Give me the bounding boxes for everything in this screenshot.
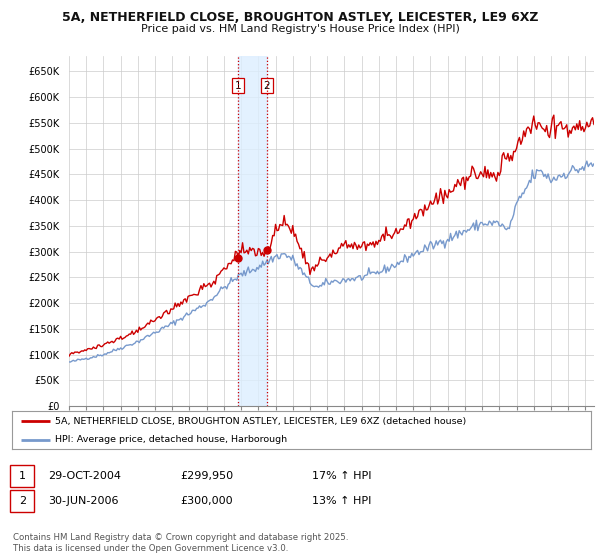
Text: 1: 1 [235,81,242,91]
Text: 1: 1 [19,471,26,481]
Text: 13% ↑ HPI: 13% ↑ HPI [312,496,371,506]
Text: 17% ↑ HPI: 17% ↑ HPI [312,471,371,481]
Text: 5A, NETHERFIELD CLOSE, BROUGHTON ASTLEY, LEICESTER, LE9 6XZ (detached house): 5A, NETHERFIELD CLOSE, BROUGHTON ASTLEY,… [55,417,467,426]
Text: 2: 2 [19,496,26,506]
Text: 2: 2 [263,81,270,91]
Bar [238,56,267,406]
Text: £299,950: £299,950 [180,471,233,481]
Text: Contains HM Land Registry data © Crown copyright and database right 2025.
This d: Contains HM Land Registry data © Crown c… [13,533,349,553]
Text: HPI: Average price, detached house, Harborough: HPI: Average price, detached house, Harb… [55,435,287,444]
Text: 5A, NETHERFIELD CLOSE, BROUGHTON ASTLEY, LEICESTER, LE9 6XZ: 5A, NETHERFIELD CLOSE, BROUGHTON ASTLEY,… [62,11,538,24]
Text: £300,000: £300,000 [180,496,233,506]
Text: 29-OCT-2004: 29-OCT-2004 [48,471,121,481]
Text: 30-JUN-2006: 30-JUN-2006 [48,496,119,506]
Text: Price paid vs. HM Land Registry's House Price Index (HPI): Price paid vs. HM Land Registry's House … [140,24,460,34]
